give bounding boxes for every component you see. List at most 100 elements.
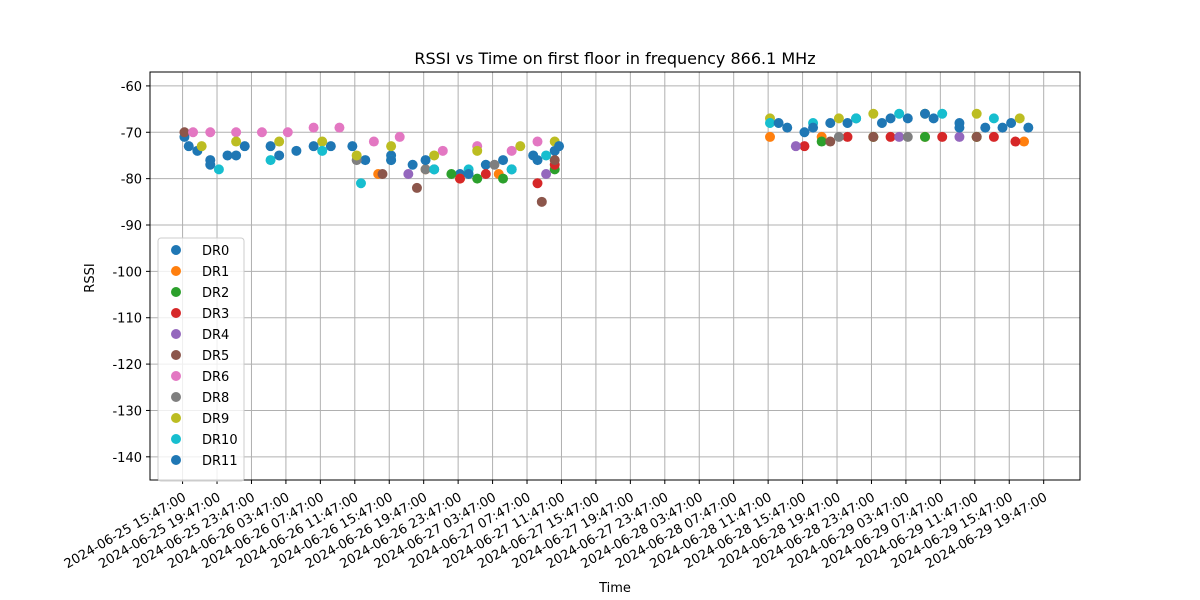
- legend: DR0 DR1 DR2 DR3 DR4 DR5 DR6 DR8 DR9 DR10 DR11: [157, 237, 245, 482]
- data-point: [790, 141, 801, 152]
- data-point: [368, 136, 379, 147]
- data-point: [308, 122, 319, 133]
- data-point: [274, 150, 285, 161]
- data-point: [765, 118, 775, 128]
- data-point: [437, 145, 448, 156]
- data-point: [782, 122, 793, 133]
- data-point: [213, 164, 224, 175]
- data-point: [360, 155, 371, 166]
- legend-label: DR2: [202, 286, 229, 301]
- data-point: [954, 131, 965, 142]
- data-point: [196, 141, 207, 152]
- y-tick-label: -100: [112, 265, 142, 280]
- legend-label: DR6: [202, 370, 229, 385]
- data-point: [455, 173, 465, 184]
- data-point: [205, 127, 216, 138]
- data-point: [480, 159, 491, 170]
- legend-label: DR0: [202, 244, 229, 259]
- data-point: [541, 150, 552, 161]
- series-dr4: [403, 131, 965, 179]
- data-point: [532, 136, 543, 147]
- data-point: [980, 122, 991, 133]
- data-point: [429, 164, 440, 175]
- series-dr6: [188, 122, 543, 156]
- legend-label: DR8: [202, 391, 229, 406]
- data-point: [902, 131, 913, 142]
- data-point: [239, 141, 250, 152]
- data-point: [997, 122, 1008, 133]
- legend-label: DR5: [202, 349, 229, 364]
- data-point: [463, 169, 474, 179]
- data-point: [549, 155, 560, 166]
- y-tick-label: -70: [121, 126, 142, 141]
- data-point: [498, 155, 509, 166]
- data-point: [799, 141, 810, 152]
- data-point: [256, 127, 267, 138]
- data-point: [937, 108, 948, 119]
- data-point: [902, 113, 913, 124]
- legend-marker: [171, 308, 181, 318]
- data-point: [928, 113, 939, 124]
- data-point: [498, 173, 509, 184]
- data-point: [1010, 136, 1021, 147]
- data-point: [355, 178, 366, 189]
- data-point: [231, 127, 242, 138]
- data-point: [317, 145, 328, 156]
- data-point: [188, 127, 199, 138]
- legend-label: DR4: [202, 328, 229, 343]
- data-point: [308, 141, 319, 152]
- data-point: [265, 155, 276, 166]
- data-point: [868, 131, 879, 142]
- legend-marker: [171, 287, 181, 297]
- plot-frame: [149, 71, 1081, 481]
- data-point: [894, 108, 905, 119]
- data-point: [274, 136, 285, 147]
- data-point: [480, 169, 491, 179]
- data-point: [222, 150, 233, 161]
- data-point: [971, 108, 982, 119]
- data-point: [554, 141, 565, 152]
- data-point: [885, 113, 896, 124]
- legend-marker: [171, 392, 181, 402]
- data-point: [773, 118, 784, 128]
- data-point: [472, 145, 483, 156]
- data-point: [833, 131, 844, 142]
- data-point: [317, 136, 328, 147]
- data-point: [920, 131, 930, 142]
- data-point: [403, 169, 414, 179]
- data-point: [799, 127, 810, 138]
- y-tick-label: -80: [121, 173, 142, 188]
- y-tick-label: -140: [112, 451, 142, 466]
- legend-marker: [171, 371, 181, 381]
- data-point: [1014, 113, 1025, 124]
- data-point: [894, 131, 905, 142]
- data-point: [833, 113, 844, 124]
- data-point: [231, 136, 242, 147]
- legend-label: DR9: [202, 412, 229, 427]
- data-point: [386, 141, 397, 152]
- data-point: [282, 127, 293, 138]
- data-point: [876, 118, 887, 128]
- chart-title: RSSI vs Time on first floor in frequency…: [414, 49, 815, 68]
- y-tick-label: -60: [121, 80, 142, 95]
- y-tick-label: -110: [112, 312, 142, 327]
- series-dr8: [351, 131, 913, 175]
- data-point: [429, 150, 440, 161]
- data-point: [920, 108, 930, 119]
- data-point: [506, 164, 517, 175]
- grid-lines: [150, 72, 1080, 480]
- data-point: [420, 155, 431, 166]
- data-point: [1019, 136, 1030, 147]
- data-point: [528, 150, 539, 161]
- data-point: [765, 131, 775, 142]
- legend-label: DR10: [202, 433, 238, 448]
- data-point: [334, 122, 345, 133]
- data-point: [351, 150, 362, 161]
- data-point: [954, 122, 965, 133]
- x-axis-label: Time: [598, 581, 631, 596]
- data-point: [489, 159, 500, 170]
- data-point: [515, 141, 526, 152]
- data-point: [411, 182, 422, 193]
